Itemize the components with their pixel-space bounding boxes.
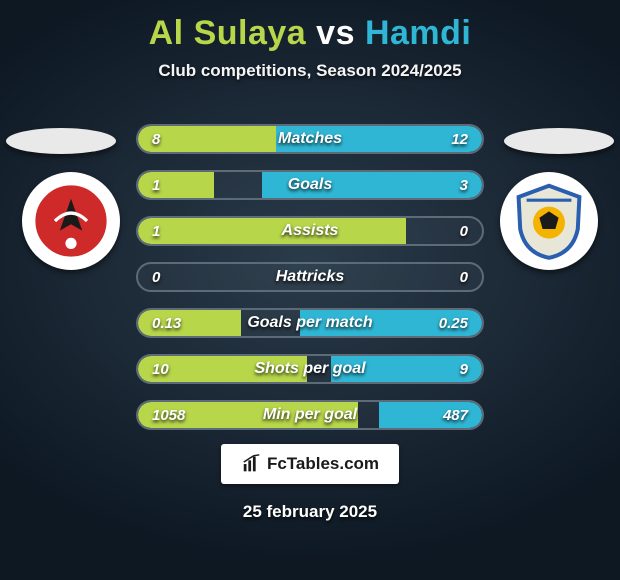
stat-value-left: 1 (138, 172, 174, 198)
stat-row: 13Goals (136, 170, 484, 200)
stat-value-right: 12 (437, 126, 482, 152)
title-left: Al Sulaya (149, 14, 307, 52)
stat-value-right: 9 (446, 356, 482, 382)
stat-value-right: 487 (429, 402, 482, 428)
stat-value-right: 0.25 (425, 310, 482, 336)
club-shield-right-icon (509, 181, 589, 261)
stat-row: 812Matches (136, 124, 484, 154)
stat-label: Hattricks (138, 264, 482, 290)
player-shadow-right (504, 128, 614, 154)
bar-fill-left (138, 218, 406, 244)
subtitle: Club competitions, Season 2024/2025 (0, 61, 620, 81)
comparison-card: Al Sulaya vs Hamdi Club competitions, Se… (0, 0, 620, 580)
page-title: Al Sulaya vs Hamdi (0, 14, 620, 53)
stat-row: 0 0Hattricks (136, 262, 484, 292)
stat-value-right: 0 (446, 264, 482, 290)
stat-value-left: 8 (138, 126, 174, 152)
stat-value-left: 0.13 (138, 310, 195, 336)
fctables-logo: FcTables.com (221, 444, 399, 484)
club-badge-right (500, 172, 598, 270)
stat-value-right: 0 (446, 218, 482, 244)
stat-row: 1058487Min per goal (136, 400, 484, 430)
stat-value-left: 0 (138, 264, 174, 290)
title-vs: vs (316, 14, 355, 52)
club-shield-left-icon (31, 181, 111, 261)
title-right: Hamdi (365, 14, 471, 52)
stat-value-right: 3 (446, 172, 482, 198)
player-shadow-left (6, 128, 116, 154)
stat-value-left: 1 (138, 218, 174, 244)
stat-value-left: 10 (138, 356, 183, 382)
logo-text: FcTables.com (267, 454, 379, 474)
stats-bars: 812Matches13Goals10Assists00Hattricks0.1… (136, 124, 484, 446)
stat-row: 0.130.25Goals per match (136, 308, 484, 338)
stat-row: 109Shots per goal (136, 354, 484, 384)
stat-value-left: 1058 (138, 402, 199, 428)
date-text: 25 february 2025 (0, 502, 620, 522)
stat-row: 10Assists (136, 216, 484, 246)
club-badge-left (22, 172, 120, 270)
chart-icon (241, 453, 263, 475)
